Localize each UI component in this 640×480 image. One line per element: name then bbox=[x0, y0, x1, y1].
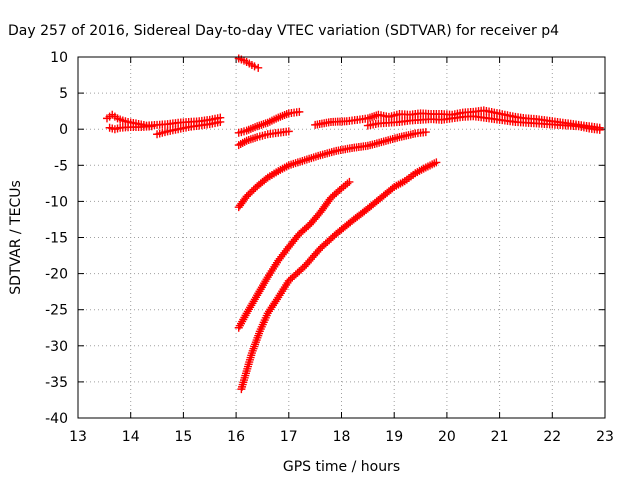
data-point bbox=[249, 185, 258, 194]
x-tick-label: 18 bbox=[333, 429, 351, 445]
data-point bbox=[284, 127, 293, 136]
x-tick-label: 15 bbox=[174, 429, 192, 445]
x-tick-label: 17 bbox=[280, 429, 298, 445]
x-tick-label: 19 bbox=[385, 429, 403, 445]
y-tick-label: -40 bbox=[45, 411, 68, 427]
y-tick-label: -20 bbox=[45, 267, 68, 283]
x-tick-label: 23 bbox=[596, 429, 614, 445]
y-tick-label: -10 bbox=[45, 194, 68, 210]
data-point bbox=[295, 107, 304, 116]
data-point bbox=[216, 117, 225, 126]
chart-title: Day 257 of 2016, Sidereal Day-to-day VTE… bbox=[8, 23, 559, 39]
x-tick-label: 14 bbox=[122, 429, 140, 445]
y-tick-label: 10 bbox=[50, 50, 68, 66]
y-axis-ticks: 10 5 0 -5 -10 -15 -20 -25 -30 -35 -40 bbox=[45, 50, 605, 427]
data-point bbox=[595, 125, 604, 134]
x-tick-label: 20 bbox=[438, 429, 456, 445]
y-tick-label: -15 bbox=[45, 231, 68, 247]
x-tick-label: 16 bbox=[227, 429, 245, 445]
x-tick-label: 13 bbox=[69, 429, 87, 445]
data-point bbox=[247, 187, 256, 196]
plot-frame bbox=[77, 56, 606, 419]
y-axis-label: SDTVAR / TECUs bbox=[8, 180, 24, 295]
data-point bbox=[244, 190, 253, 199]
x-tick-label: 22 bbox=[543, 429, 561, 445]
y-tick-label: -5 bbox=[54, 158, 68, 174]
grid bbox=[78, 57, 605, 418]
y-tick-label: 0 bbox=[59, 122, 68, 138]
data-point bbox=[242, 192, 251, 201]
data-point bbox=[246, 188, 255, 197]
data-point bbox=[254, 63, 263, 72]
x-axis-ticks: 13 14 15 16 17 18 19 20 21 22 23 bbox=[69, 57, 614, 445]
y-tick-label: -35 bbox=[45, 375, 68, 391]
data-point bbox=[345, 177, 354, 186]
y-tick-label: -25 bbox=[45, 303, 68, 319]
data-point bbox=[147, 122, 156, 131]
data-point bbox=[250, 62, 259, 71]
x-axis-label: GPS time / hours bbox=[283, 459, 400, 475]
y-tick-label: 5 bbox=[59, 86, 68, 102]
data-point bbox=[432, 158, 441, 167]
data-point bbox=[421, 128, 430, 137]
data-points bbox=[102, 54, 604, 394]
x-tick-label: 21 bbox=[491, 429, 509, 445]
y-tick-label: -30 bbox=[45, 339, 68, 355]
